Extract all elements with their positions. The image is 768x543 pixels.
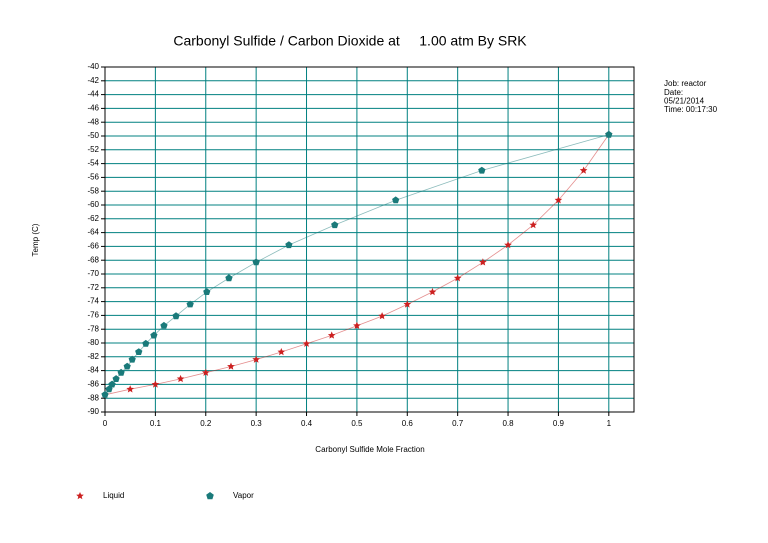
annotation: Job: reactor [664, 79, 707, 88]
data-point [331, 221, 339, 229]
x-axis-label: Carbonyl Sulfide Mole Fraction [315, 445, 424, 454]
y-tick-label: -78 [87, 324, 99, 333]
y-tick-label: -40 [87, 62, 99, 71]
data-point [252, 355, 260, 363]
legend-marker [206, 492, 214, 500]
data-point [428, 287, 437, 296]
data-point [135, 348, 143, 355]
data-point [126, 385, 134, 393]
data-point [453, 274, 462, 282]
annotation: Time: 00:17:30 [664, 105, 718, 114]
data-point [478, 166, 486, 174]
data-point [554, 196, 563, 204]
y-tick-label: -82 [87, 352, 99, 361]
annotation: 05/21/2014 [664, 97, 705, 106]
chart-title: Carbonyl Sulfide / Carbon Dioxide at 1.0… [173, 33, 527, 49]
x-tick-label: 0.6 [402, 419, 414, 428]
data-point [277, 348, 286, 356]
y-tick-label: -48 [87, 117, 99, 126]
data-point [403, 300, 412, 308]
y-tick-label: -64 [87, 228, 99, 237]
y-tick-label: -60 [87, 200, 99, 209]
data-point [142, 339, 150, 347]
x-tick-label: 0.5 [351, 419, 363, 428]
annotation: Date: [664, 88, 683, 97]
data-point [108, 380, 116, 388]
legend-label: Vapor [233, 491, 254, 500]
data-point [225, 274, 233, 282]
data-point [150, 331, 158, 339]
data-point [529, 221, 537, 229]
data-point [302, 339, 311, 347]
y-tick-label: -74 [87, 297, 99, 306]
data-point [128, 355, 136, 363]
y-tick-label: -62 [87, 214, 99, 223]
data-point [172, 312, 180, 320]
y-tick-label: -86 [87, 380, 99, 389]
y-tick-label: -44 [87, 90, 99, 99]
data-point [504, 241, 512, 249]
data-point [353, 321, 361, 329]
data-point [151, 380, 160, 388]
y-tick-label: -76 [87, 311, 99, 320]
y-tick-label: -68 [87, 255, 99, 264]
data-point [605, 130, 613, 138]
data-point [186, 300, 194, 308]
legend-label: Liquid [103, 491, 124, 500]
y-tick-label: -72 [87, 283, 99, 292]
x-tick-label: 0 [103, 419, 108, 428]
data-point [160, 321, 168, 329]
data-point [203, 288, 211, 295]
y-tick-label: -46 [87, 104, 99, 113]
x-tick-label: 0.1 [150, 419, 162, 428]
data-point [479, 258, 487, 266]
y-tick-label: -50 [87, 131, 99, 140]
data-point [392, 196, 400, 204]
y-tick-label: -70 [87, 269, 99, 278]
data-point [285, 241, 293, 249]
y-tick-label: -90 [87, 407, 99, 416]
y-tick-label: -84 [87, 366, 99, 375]
data-point [227, 362, 235, 370]
x-tick-label: 0.7 [452, 419, 464, 428]
x-tick-label: 0.4 [301, 419, 313, 428]
data-point [378, 312, 386, 320]
data-point [252, 258, 260, 266]
data-point [112, 375, 120, 382]
x-tick-label: 1 [607, 419, 612, 428]
y-tick-label: -42 [87, 76, 99, 85]
y-axis-label: Temp (C) [31, 223, 40, 256]
y-tick-label: -54 [87, 159, 99, 168]
plot-frame [104, 66, 635, 413]
y-tick-label: -88 [87, 393, 99, 402]
data-point [123, 362, 131, 370]
legend-marker [76, 492, 84, 500]
y-tick-label: -56 [87, 173, 99, 182]
y-tick-label: -80 [87, 338, 99, 347]
data-point [579, 166, 588, 174]
data-point [117, 368, 125, 376]
x-tick-label: 0.9 [553, 419, 565, 428]
y-tick-label: -52 [87, 145, 99, 154]
data-point [101, 390, 109, 398]
data-point [327, 331, 336, 339]
x-tick-label: 0.3 [251, 419, 263, 428]
data-point [202, 368, 210, 376]
y-tick-label: -58 [87, 186, 99, 195]
x-tick-label: 0.8 [502, 419, 514, 428]
x-tick-label: 0.2 [200, 419, 212, 428]
data-point [176, 374, 185, 383]
y-tick-label: -66 [87, 242, 99, 251]
